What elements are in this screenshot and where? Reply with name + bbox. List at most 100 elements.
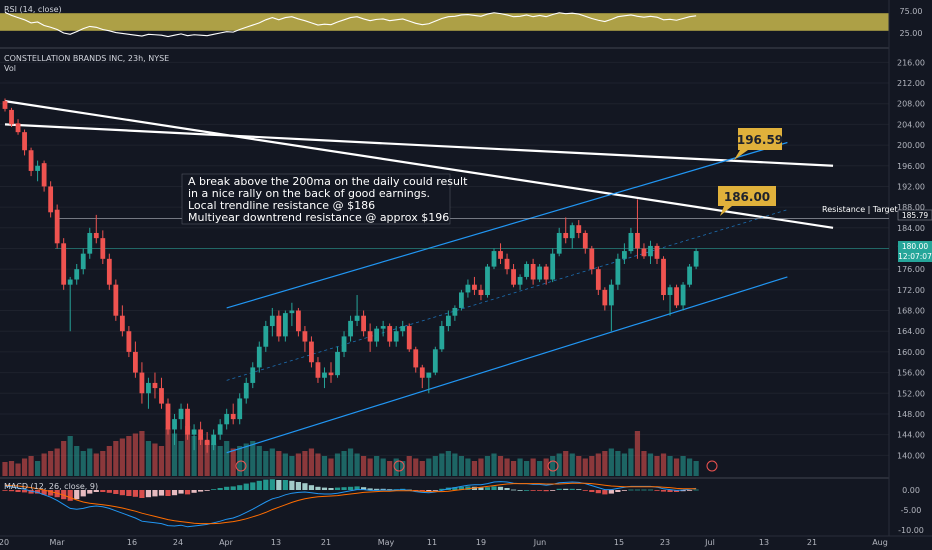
- candle-body[interactable]: [328, 372, 334, 376]
- candle-body[interactable]: [491, 251, 497, 267]
- candle-body[interactable]: [537, 266, 543, 280]
- candle-body[interactable]: [693, 251, 699, 267]
- candle-body[interactable]: [2, 101, 8, 109]
- candle-body[interactable]: [406, 326, 412, 350]
- candle-body[interactable]: [413, 349, 419, 368]
- channel-upper-line[interactable]: [226, 141, 788, 309]
- candle-body[interactable]: [41, 163, 47, 187]
- candle-body[interactable]: [465, 284, 471, 293]
- candle-body[interactable]: [250, 367, 256, 383]
- local-downtrend-line[interactable]: [4, 100, 834, 229]
- earnings-marker[interactable]: [547, 460, 559, 472]
- candle-body[interactable]: [504, 258, 510, 270]
- candle-body[interactable]: [511, 269, 516, 285]
- candle-body[interactable]: [133, 351, 138, 373]
- candle-body[interactable]: [165, 403, 171, 430]
- candle-body[interactable]: [237, 398, 243, 420]
- candle-body[interactable]: [93, 232, 99, 239]
- candle-body[interactable]: [387, 326, 393, 342]
- candle-body[interactable]: [563, 232, 569, 239]
- earnings-marker[interactable]: [706, 460, 718, 472]
- candle-body[interactable]: [354, 315, 360, 321]
- candle-body[interactable]: [648, 245, 653, 257]
- candle-body[interactable]: [602, 289, 608, 306]
- candle-body[interactable]: [185, 408, 190, 435]
- earnings-marker[interactable]: [235, 460, 247, 472]
- candle-body[interactable]: [35, 165, 40, 171]
- candle-body[interactable]: [28, 150, 34, 171]
- candle-body[interactable]: [635, 232, 640, 249]
- candle-body[interactable]: [159, 388, 164, 404]
- channel-mid-line[interactable]: [226, 209, 788, 381]
- channel-lower-line[interactable]: [226, 276, 788, 454]
- candle-body[interactable]: [296, 310, 301, 332]
- candle-body[interactable]: [87, 232, 93, 254]
- candle-body[interactable]: [459, 292, 464, 308]
- candle-body[interactable]: [67, 279, 73, 285]
- candle-body[interactable]: [615, 258, 621, 285]
- candle-body[interactable]: [48, 186, 54, 213]
- candle-body[interactable]: [146, 382, 151, 394]
- trendlines-layer[interactable]: [4, 100, 889, 454]
- candle-body[interactable]: [282, 313, 288, 337]
- candle-body[interactable]: [608, 284, 614, 306]
- candle-body[interactable]: [341, 336, 347, 352]
- candle-body[interactable]: [22, 132, 27, 151]
- candle-body[interactable]: [263, 326, 269, 347]
- candle-body[interactable]: [191, 429, 197, 435]
- candle-body[interactable]: [485, 266, 490, 296]
- candle-body[interactable]: [289, 310, 295, 314]
- candle-body[interactable]: [367, 331, 373, 342]
- candle-body[interactable]: [576, 225, 582, 233]
- candle-body[interactable]: [198, 429, 203, 440]
- candles-layer[interactable]: [2, 98, 699, 453]
- candle-body[interactable]: [74, 269, 80, 280]
- candle-body[interactable]: [113, 284, 119, 316]
- candle-body[interactable]: [419, 367, 425, 378]
- candle-body[interactable]: [276, 315, 282, 337]
- candle-body[interactable]: [126, 331, 132, 352]
- candle-body[interactable]: [178, 408, 184, 420]
- candle-body[interactable]: [426, 372, 432, 378]
- candle-body[interactable]: [335, 351, 340, 376]
- candle-body[interactable]: [230, 413, 236, 420]
- candle-body[interactable]: [361, 315, 366, 332]
- candle-body[interactable]: [15, 123, 21, 133]
- candle-body[interactable]: [550, 253, 556, 280]
- candle-body[interactable]: [256, 346, 262, 368]
- candle-body[interactable]: [595, 269, 601, 290]
- candle-body[interactable]: [543, 266, 549, 280]
- candle-body[interactable]: [432, 349, 438, 373]
- candle-body[interactable]: [641, 248, 647, 257]
- candle-body[interactable]: [530, 264, 536, 280]
- candle-body[interactable]: [380, 326, 386, 329]
- candle-body[interactable]: [452, 307, 458, 316]
- earnings-markers[interactable]: [235, 460, 718, 472]
- candle-body[interactable]: [680, 284, 686, 306]
- candle-body[interactable]: [622, 251, 627, 259]
- candle-body[interactable]: [478, 289, 484, 296]
- candle-body[interactable]: [400, 326, 406, 332]
- candle-body[interactable]: [393, 331, 399, 342]
- candle-body[interactable]: [204, 439, 210, 445]
- candle-body[interactable]: [472, 284, 477, 290]
- candle-body[interactable]: [348, 320, 353, 337]
- candle-body[interactable]: [172, 419, 177, 430]
- candle-body[interactable]: [374, 328, 380, 342]
- candle-body[interactable]: [139, 372, 145, 394]
- candle-body[interactable]: [106, 258, 112, 285]
- candle-body[interactable]: [674, 287, 679, 306]
- candle-body[interactable]: [54, 209, 60, 244]
- candle-body[interactable]: [243, 382, 249, 399]
- candle-body[interactable]: [61, 243, 67, 285]
- candle-body[interactable]: [322, 372, 327, 378]
- candle-body[interactable]: [315, 362, 321, 378]
- candle-body[interactable]: [269, 315, 275, 327]
- callout-186[interactable]: 186.00: [718, 186, 776, 216]
- price-axis[interactable]: 216.00 212.00 208.00 204.00 200.00 196.00 192.…: [897, 7, 925, 535]
- candle-body[interactable]: [302, 331, 308, 342]
- candle-body[interactable]: [589, 248, 595, 270]
- candle-body[interactable]: [80, 253, 86, 270]
- candle-body[interactable]: [556, 232, 562, 254]
